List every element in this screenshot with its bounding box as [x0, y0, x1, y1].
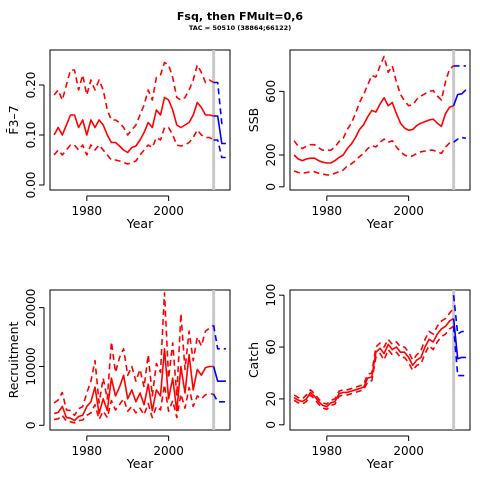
x-tick-label: 2000 — [153, 204, 184, 218]
projection-lower-line — [453, 136, 467, 143]
history-upper-line — [53, 292, 215, 417]
x-axis-title: Year — [366, 456, 394, 471]
x-tick-label: 2000 — [393, 204, 424, 218]
history-lower-line — [53, 126, 215, 165]
projection-lower-line — [212, 393, 226, 403]
x-tick-label: 1980 — [312, 444, 343, 458]
history-upper-line — [293, 55, 455, 151]
y-tick-label: 0 — [264, 183, 278, 191]
projection-upper-line — [213, 81, 226, 125]
figure-title: Fsq, then FMult=0,6 — [177, 10, 304, 23]
projection-lower-line — [213, 139, 226, 159]
history-estimate-line — [293, 96, 454, 164]
x-tick-label: 1980 — [72, 444, 103, 458]
y-tick-label: 60 — [264, 339, 278, 354]
x-axis-title: Year — [126, 456, 154, 471]
plot-frame — [289, 49, 471, 191]
projection-estimate-line — [452, 318, 466, 360]
plot-frame — [49, 49, 231, 191]
x-axis-title: Year — [126, 216, 154, 231]
history-estimate-line — [53, 347, 214, 422]
history-upper-line — [53, 61, 215, 136]
figure-subtitle: TAC = 50510 (38864;66122) — [189, 24, 291, 32]
y-tick-label: 0.00 — [24, 172, 38, 199]
projection-estimate-line — [452, 89, 467, 106]
x-tick-label: 1980 — [312, 204, 343, 218]
y-tick-label: 0.10 — [24, 122, 38, 149]
x-tick-label: 1980 — [72, 204, 103, 218]
y-tick-label: 20000 — [24, 289, 38, 327]
y-axis-title: Recruitment — [6, 322, 21, 399]
y-tick-label: 0.20 — [24, 72, 38, 99]
y-tick-label: 100 — [264, 284, 278, 307]
projection-estimate-line — [212, 366, 226, 383]
projection-lower-line — [452, 326, 466, 377]
chart-panel-top-left: 1980 2000 0.00 0.10 0.20 Year F̄3–7 — [6, 49, 231, 231]
history-estimate-line — [293, 317, 455, 408]
chart-panel-top-right: 1980 2000 0 200 600 Year SSB — [246, 49, 471, 231]
history-lower-line — [53, 383, 214, 424]
y-tick-label: 200 — [264, 144, 278, 167]
y-tick-label: 0 — [24, 421, 38, 429]
y-tick-label: 20 — [264, 391, 278, 406]
projection-upper-line — [212, 325, 226, 350]
y-tick-label: 10000 — [24, 347, 38, 385]
x-axis-title: Year — [366, 216, 394, 231]
plot-frame — [49, 289, 231, 431]
y-axis-title: Catch — [246, 342, 261, 378]
y-tick-label: 600 — [264, 80, 278, 103]
y-axis-title: SSB — [246, 108, 261, 132]
history-lower-line — [293, 138, 454, 176]
history-upper-line — [293, 307, 455, 405]
y-axis-title: F̄3–7 — [6, 105, 21, 134]
x-tick-label: 2000 — [393, 444, 424, 458]
plot-frame — [289, 289, 471, 431]
y-tick-label: 0 — [264, 421, 278, 429]
chart-panel-bottom-right: 1980 2000 0 20 60 100 Year Catch — [246, 284, 471, 471]
history-estimate-line — [53, 96, 214, 154]
projection-estimate-line — [213, 115, 226, 145]
projection-upper-line — [452, 295, 466, 335]
x-tick-label: 2000 — [153, 444, 184, 458]
